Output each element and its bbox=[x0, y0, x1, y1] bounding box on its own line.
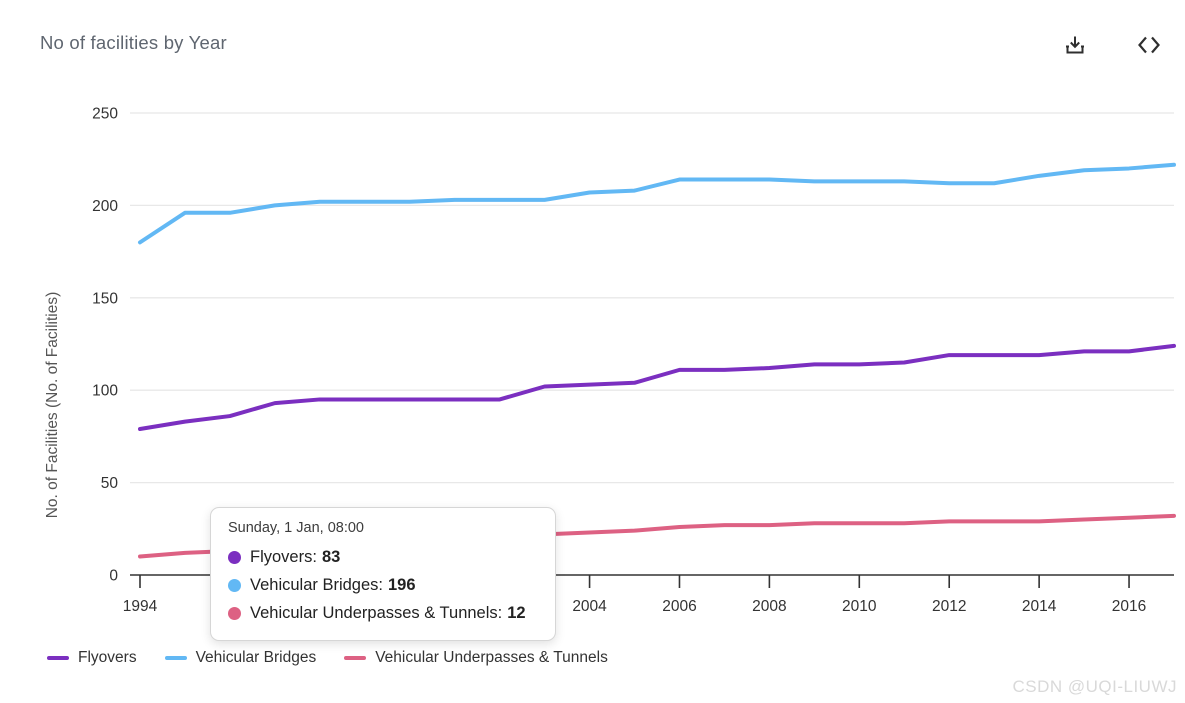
chart-tooltip: Sunday, 1 Jan, 08:00 Flyovers: 83 Vehicula… bbox=[210, 507, 556, 641]
download-button[interactable] bbox=[1060, 30, 1090, 60]
legend-label: Vehicular Bridges bbox=[195, 649, 317, 666]
legend-item-flyovers[interactable]: Flyovers bbox=[47, 649, 137, 667]
legend-item-vehicular-underpasses-tunnels[interactable]: Vehicular Underpasses & Tunnels bbox=[344, 649, 608, 667]
x-tick-label: 2014 bbox=[1022, 598, 1057, 615]
y-tick-label: 150 bbox=[92, 290, 118, 307]
tooltip-series-value: 196 bbox=[388, 576, 416, 594]
tooltip-series-label: Vehicular Bridges: bbox=[250, 576, 383, 594]
x-tick-label: 2016 bbox=[1112, 598, 1146, 615]
x-tick-label: 2010 bbox=[842, 598, 877, 615]
x-tick-label: 2012 bbox=[932, 598, 966, 615]
legend-line-marker-icon bbox=[344, 656, 367, 660]
chart-title: No of facilities by Year bbox=[40, 32, 227, 53]
download-icon bbox=[1063, 33, 1087, 57]
x-tick-label: 2008 bbox=[752, 598, 786, 615]
tooltip-row: Flyovers: 83 bbox=[228, 543, 538, 571]
x-tick-label: 2006 bbox=[662, 598, 696, 615]
legend-item-vehicular-bridges[interactable]: Vehicular Bridges bbox=[164, 649, 317, 667]
embed-code-button[interactable] bbox=[1134, 30, 1164, 60]
x-tick-label: 1994 bbox=[123, 598, 158, 615]
y-tick-label: 100 bbox=[92, 383, 118, 400]
legend-label: Vehicular Underpasses & Tunnels bbox=[375, 649, 608, 666]
code-brackets-icon bbox=[1137, 35, 1161, 55]
tooltip-header: Sunday, 1 Jan, 08:00 bbox=[228, 520, 364, 536]
y-tick-label: 50 bbox=[101, 475, 119, 492]
chart-legend: Flyovers Vehicular Bridges Vehicular Under… bbox=[47, 649, 608, 667]
tooltip-series-label: Flyovers: bbox=[250, 548, 317, 566]
legend-line-marker-icon bbox=[47, 656, 69, 660]
series-color-dot-icon bbox=[228, 578, 241, 592]
legend-line-marker-icon bbox=[164, 656, 187, 660]
tooltip-rows: Flyovers: 83 Vehicular Bridges: 196 Vehicula… bbox=[228, 543, 538, 627]
chart-header-actions bbox=[1060, 30, 1164, 60]
tooltip-row: Vehicular Bridges: 196 bbox=[228, 571, 538, 599]
series-line-vehicular-bridges[interactable] bbox=[138, 162, 1176, 245]
y-tick-label: 250 bbox=[92, 106, 118, 123]
tooltip-row: Vehicular Underpasses & Tunnels: 12 bbox=[228, 599, 538, 627]
tooltip-series-value: 12 bbox=[507, 604, 526, 622]
watermark: CSDN @UQI-LIUWJ bbox=[1012, 677, 1177, 696]
y-tick-label: 200 bbox=[92, 198, 118, 215]
tooltip-series-label: Vehicular Underpasses & Tunnels: bbox=[250, 604, 503, 622]
y-tick-label: 0 bbox=[109, 568, 118, 585]
series-line-flyovers[interactable] bbox=[138, 343, 1176, 432]
series-color-dot-icon bbox=[228, 606, 241, 620]
tooltip-series-value: 83 bbox=[321, 548, 341, 566]
y-axis-title: No. of Facilities (No. of Facilities) bbox=[44, 292, 61, 519]
line-chart-plot[interactable]: 0501001502002501994199619982000200220042… bbox=[0, 0, 1185, 645]
x-tick-label: 2004 bbox=[572, 598, 607, 615]
legend-label: Flyovers bbox=[78, 649, 137, 666]
series-color-dot-icon bbox=[228, 550, 241, 564]
